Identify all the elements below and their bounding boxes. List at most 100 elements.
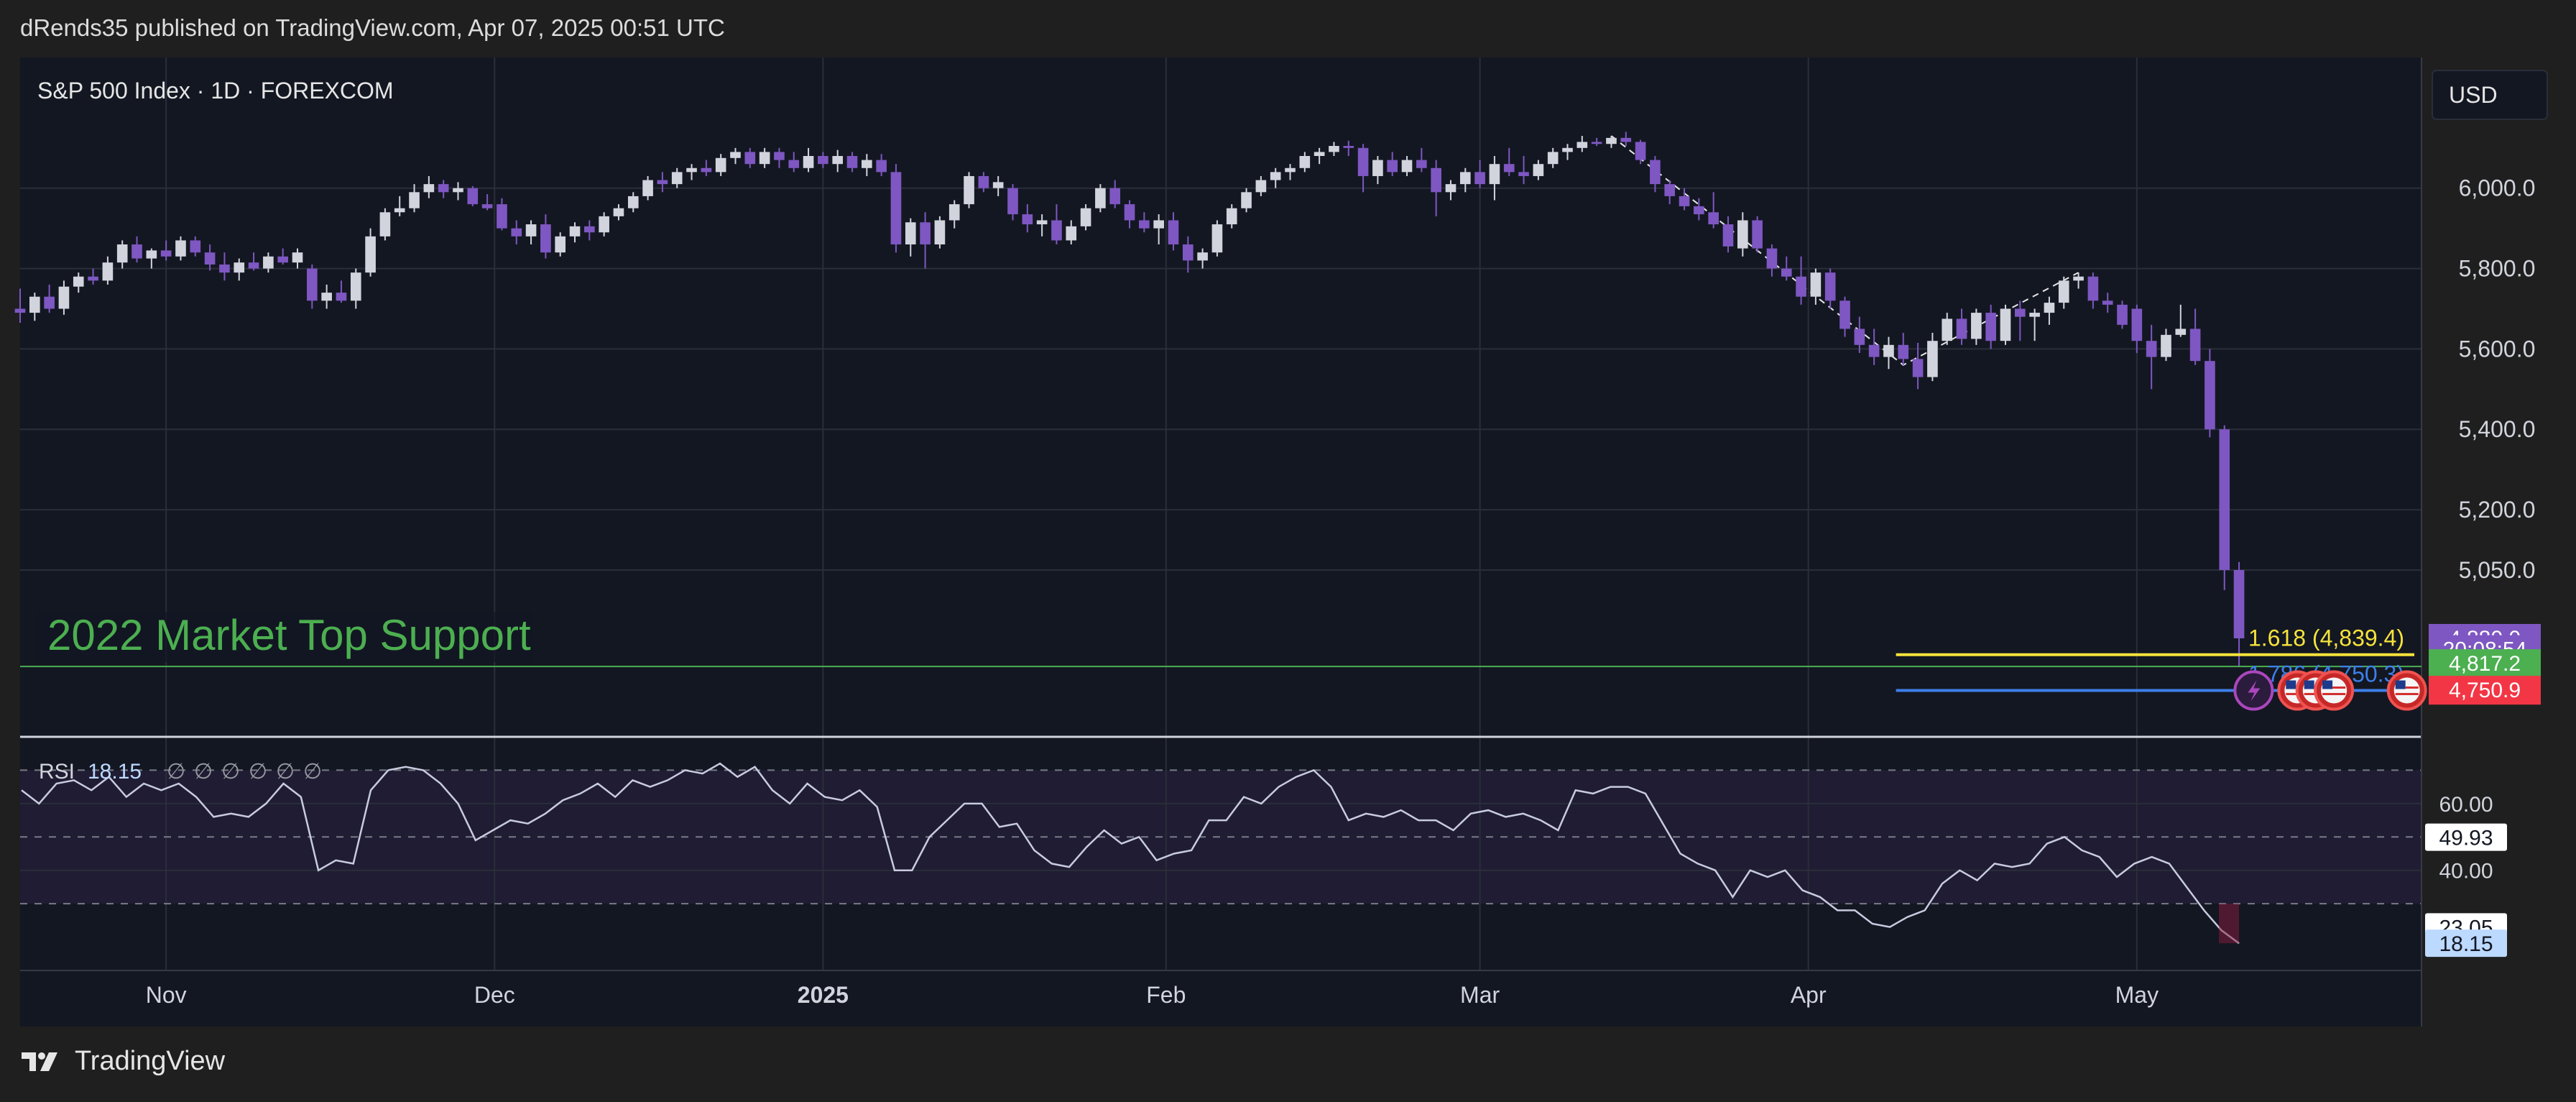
candle[interactable] — [2102, 300, 2113, 305]
candle[interactable] — [131, 244, 142, 259]
candle[interactable] — [1343, 146, 1354, 148]
candle[interactable] — [1357, 147, 1369, 176]
candle[interactable] — [555, 236, 566, 253]
candle[interactable] — [1722, 224, 1734, 247]
candle[interactable] — [1810, 272, 1822, 297]
candle[interactable] — [1226, 208, 1237, 225]
candle[interactable] — [701, 167, 712, 173]
candle[interactable] — [1007, 188, 1018, 215]
candle[interactable] — [1796, 276, 1806, 297]
candle[interactable] — [481, 204, 493, 208]
rsi-line[interactable] — [21, 762, 2240, 945]
candle[interactable] — [992, 182, 1004, 188]
candle[interactable] — [336, 293, 347, 301]
candle[interactable] — [146, 250, 157, 259]
candle[interactable] — [1109, 188, 1121, 205]
candle[interactable] — [88, 276, 98, 281]
candle[interactable] — [948, 204, 960, 221]
symbol-title[interactable]: S&P 500 Index · 1D · FOREXCOM — [37, 78, 394, 104]
candle[interactable] — [73, 276, 84, 287]
candle[interactable] — [890, 172, 902, 245]
candle[interactable] — [1036, 220, 1048, 225]
candle[interactable] — [394, 208, 405, 213]
candle[interactable] — [1124, 204, 1135, 221]
candle[interactable] — [1095, 188, 1106, 208]
candle[interactable] — [2087, 276, 2099, 301]
candle[interactable] — [818, 155, 828, 165]
candle[interactable] — [2029, 313, 2040, 317]
candle[interactable] — [1971, 313, 1982, 339]
candle[interactable] — [744, 152, 756, 165]
candle[interactable] — [759, 152, 770, 165]
candle[interactable] — [1942, 318, 1953, 341]
candle[interactable] — [657, 180, 668, 185]
candle[interactable] — [627, 196, 639, 208]
rsi-label[interactable]: RSI — [39, 760, 75, 784]
candle[interactable] — [1503, 164, 1515, 173]
candle[interactable] — [102, 262, 114, 281]
candle[interactable] — [379, 212, 391, 237]
candle[interactable] — [613, 208, 624, 216]
candle[interactable] — [599, 216, 609, 233]
candle[interactable] — [350, 272, 361, 301]
candle[interactable] — [642, 180, 653, 196]
candle[interactable] — [160, 250, 172, 257]
candle[interactable] — [307, 268, 318, 301]
candle[interactable] — [58, 286, 70, 309]
candle[interactable] — [511, 228, 522, 237]
candle[interactable] — [1752, 220, 1763, 249]
candle[interactable] — [321, 293, 332, 301]
candle[interactable] — [1694, 206, 1704, 215]
candle[interactable] — [1620, 137, 1632, 142]
candle[interactable] — [862, 160, 872, 168]
candle[interactable] — [1591, 142, 1602, 144]
candle[interactable] — [2044, 303, 2055, 313]
candle[interactable] — [964, 175, 974, 205]
candle[interactable] — [1489, 164, 1500, 185]
candle[interactable] — [292, 252, 303, 263]
rsi-badge[interactable] — [2425, 823, 2507, 851]
candle[interactable] — [116, 244, 128, 263]
candle[interactable] — [1329, 146, 1339, 152]
candle[interactable] — [540, 224, 551, 253]
candle[interactable] — [1927, 341, 1938, 377]
candle[interactable] — [1022, 214, 1033, 225]
candle[interactable] — [1299, 155, 1311, 168]
candle[interactable] — [584, 226, 595, 233]
candle[interactable] — [497, 204, 507, 229]
candle[interactable] — [788, 160, 800, 168]
candle[interactable] — [1518, 172, 1529, 176]
candle[interactable] — [1737, 220, 1748, 249]
candle[interactable] — [1197, 252, 1208, 261]
candle[interactable] — [1547, 152, 1559, 165]
candle[interactable] — [1576, 142, 1588, 148]
candle[interactable] — [1285, 167, 1296, 173]
candle[interactable] — [1562, 147, 1573, 152]
currency-button[interactable] — [2432, 70, 2548, 120]
candle[interactable] — [1708, 212, 1719, 225]
candle[interactable] — [978, 175, 989, 188]
candle[interactable] — [1985, 313, 1996, 341]
candle[interactable] — [569, 226, 581, 237]
candle[interactable] — [920, 222, 931, 245]
candle[interactable] — [1153, 220, 1164, 229]
candle[interactable] — [1255, 180, 1267, 193]
candle[interactable] — [1051, 220, 1062, 241]
candle[interactable] — [846, 155, 858, 168]
candle[interactable] — [190, 240, 201, 253]
candle[interactable] — [2131, 308, 2143, 341]
candle[interactable] — [1839, 300, 1850, 329]
candle[interactable] — [1854, 329, 1865, 345]
candle[interactable] — [1533, 164, 1544, 176]
candle[interactable] — [1416, 160, 1427, 168]
candle[interactable] — [204, 252, 216, 265]
candle[interactable] — [803, 155, 814, 168]
candle[interactable] — [175, 240, 186, 257]
candle[interactable] — [715, 157, 726, 173]
candle[interactable] — [1650, 160, 1661, 185]
candle[interactable] — [423, 184, 435, 193]
candle[interactable] — [2219, 429, 2230, 570]
candle[interactable] — [467, 188, 479, 205]
candle[interactable] — [1241, 192, 1252, 208]
